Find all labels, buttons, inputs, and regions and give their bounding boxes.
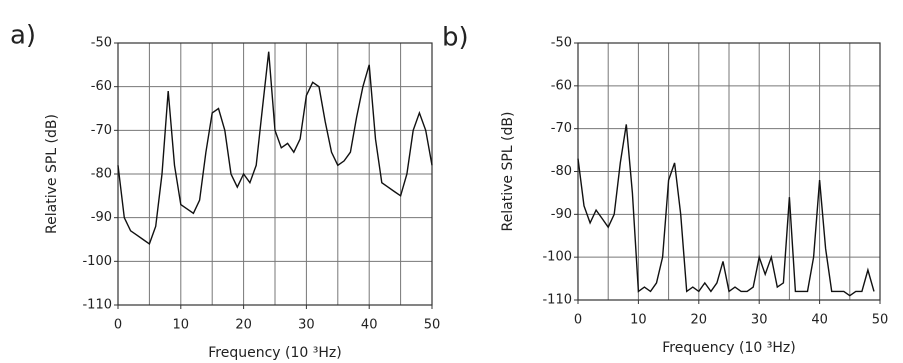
y-tick-label: -60 xyxy=(551,78,572,93)
spectrum-line xyxy=(117,51,433,245)
y-tick-label: -110 xyxy=(82,298,112,313)
panel-label: a) xyxy=(10,21,36,51)
y-tick-label: -90 xyxy=(551,207,572,222)
y-tick-label: -70 xyxy=(91,123,112,138)
spectrum-line xyxy=(577,124,875,297)
x-tick-label: 20 xyxy=(691,313,708,328)
y-tick-label: -90 xyxy=(91,210,112,225)
y-axis-label: Relative SPL (dB) xyxy=(500,112,516,232)
y-tick-label: -50 xyxy=(91,36,112,51)
y-tick-label: -60 xyxy=(91,79,112,94)
x-tick-label: 30 xyxy=(298,318,315,333)
y-tick-label: -100 xyxy=(82,254,112,269)
x-tick-label: 20 xyxy=(235,318,252,333)
panel-label: b) xyxy=(442,23,469,53)
y-tick-label: -110 xyxy=(542,293,572,308)
y-tick-label: -80 xyxy=(91,167,112,182)
x-axis-label: Frequency (10 ³Hz) xyxy=(662,340,795,356)
x-tick-label: 0 xyxy=(574,313,582,328)
x-tick-label: 50 xyxy=(872,313,889,328)
x-tick-label: 30 xyxy=(751,313,768,328)
y-tick-label: -80 xyxy=(551,164,572,179)
x-tick-label: 40 xyxy=(361,318,378,333)
y-tick-label: -50 xyxy=(551,36,572,51)
x-tick-label: 0 xyxy=(114,318,122,333)
x-tick-label: 40 xyxy=(811,313,828,328)
x-tick-label: 10 xyxy=(630,313,647,328)
y-tick-label: -70 xyxy=(551,121,572,136)
y-axis-label: Relative SPL (dB) xyxy=(44,114,60,234)
x-tick-label: 10 xyxy=(173,318,190,333)
x-tick-label: 50 xyxy=(424,318,441,333)
x-axis-label: Frequency (10 ³Hz) xyxy=(208,345,341,361)
y-tick-label: -100 xyxy=(542,250,572,265)
